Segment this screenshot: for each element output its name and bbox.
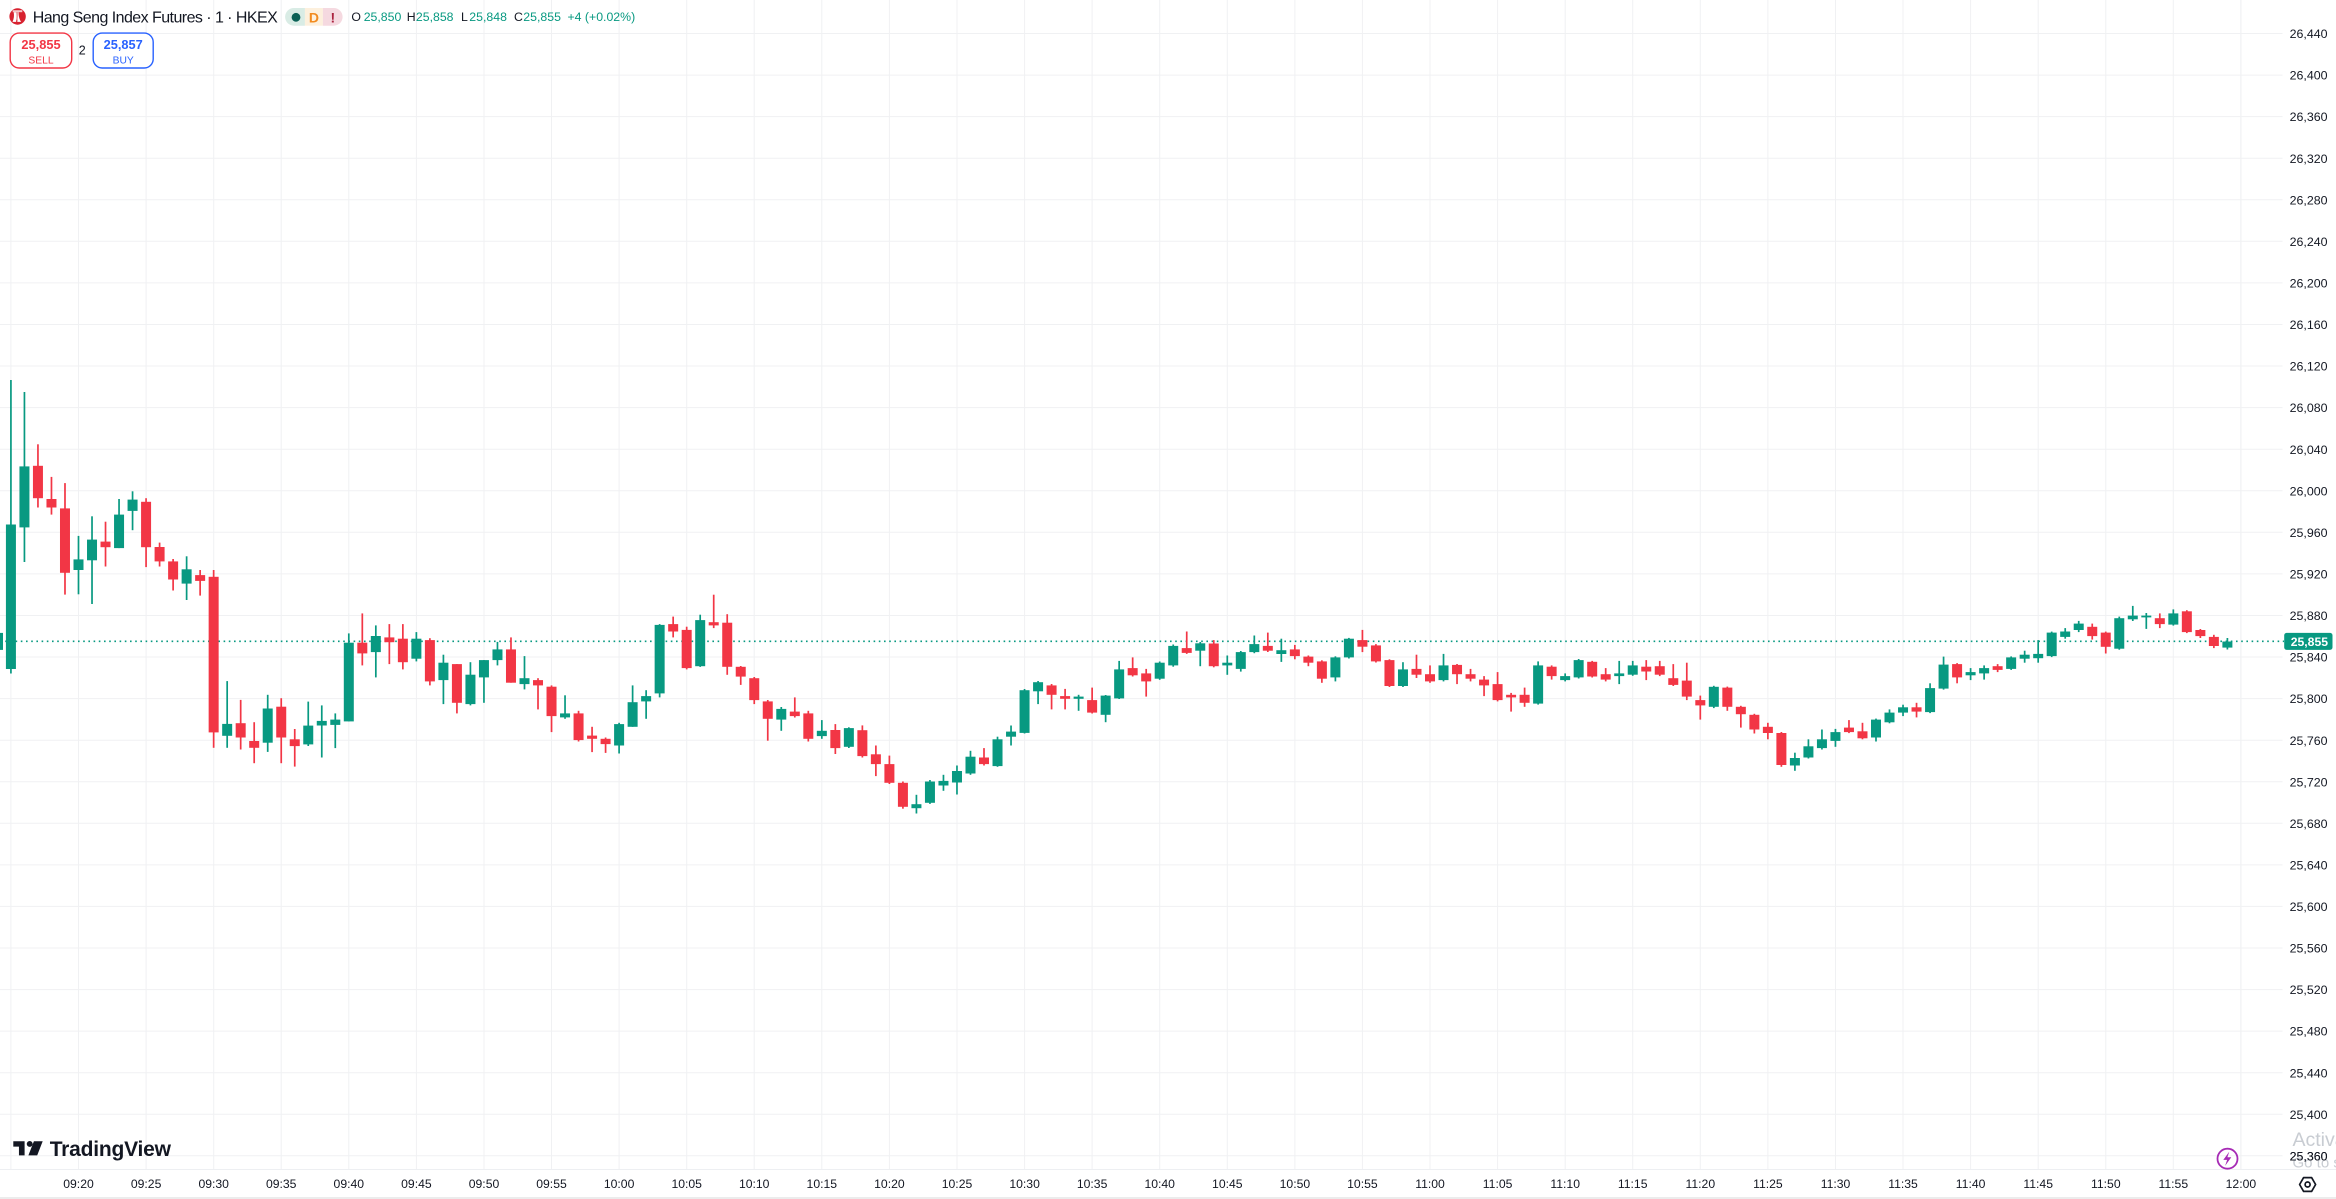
svg-text:26,000: 26,000	[2290, 484, 2328, 498]
svg-text:10:35: 10:35	[1077, 1177, 1108, 1191]
svg-text:25,360: 25,360	[2290, 1149, 2328, 1163]
svg-text:10:00: 10:00	[604, 1177, 635, 1191]
svg-text:Go to set: Go to set	[2293, 1155, 2336, 1172]
svg-text:25,858: 25,858	[416, 10, 454, 24]
svg-text:H: H	[407, 10, 416, 24]
svg-text:+4 (+0.02%): +4 (+0.02%)	[568, 10, 636, 24]
svg-text:11:25: 11:25	[1753, 1177, 1783, 1191]
svg-text:C: C	[514, 10, 523, 24]
svg-text:09:40: 09:40	[334, 1177, 365, 1191]
svg-text:26,360: 26,360	[2290, 110, 2328, 124]
svg-text:12:00: 12:00	[2226, 1177, 2257, 1191]
svg-text:11:10: 11:10	[1550, 1177, 1580, 1191]
svg-text:25,880: 25,880	[2290, 609, 2328, 623]
svg-text:26,120: 26,120	[2290, 360, 2328, 374]
svg-text:09:45: 09:45	[401, 1177, 432, 1191]
svg-text:11:50: 11:50	[2091, 1177, 2121, 1191]
svg-text:09:50: 09:50	[469, 1177, 500, 1191]
svg-text:11:55: 11:55	[2159, 1177, 2189, 1191]
svg-text:25,680: 25,680	[2290, 817, 2328, 831]
svg-text:10:55: 10:55	[1347, 1177, 1378, 1191]
svg-text:2: 2	[79, 44, 86, 58]
svg-text:10:30: 10:30	[1009, 1177, 1040, 1191]
svg-text:!: !	[330, 9, 335, 25]
svg-text:10:40: 10:40	[1144, 1177, 1175, 1191]
svg-text:10:05: 10:05	[671, 1177, 702, 1191]
svg-text:11:30: 11:30	[1821, 1177, 1851, 1191]
svg-text:09:35: 09:35	[266, 1177, 297, 1191]
svg-text:26,040: 26,040	[2290, 443, 2328, 457]
svg-text:25,857: 25,857	[104, 37, 143, 52]
svg-text:26,200: 26,200	[2290, 277, 2328, 291]
svg-text:10:25: 10:25	[942, 1177, 973, 1191]
svg-text:L: L	[461, 10, 468, 24]
svg-text:26,400: 26,400	[2290, 69, 2328, 83]
svg-text:26,240: 26,240	[2290, 235, 2328, 249]
svg-text:25,520: 25,520	[2290, 983, 2328, 997]
svg-text:25,850: 25,850	[364, 10, 402, 24]
svg-text:25,640: 25,640	[2290, 859, 2328, 873]
svg-text:11:20: 11:20	[1686, 1177, 1716, 1191]
svg-text:25,848: 25,848	[469, 10, 507, 24]
svg-text:09:20: 09:20	[63, 1177, 94, 1191]
svg-text:26,160: 26,160	[2290, 318, 2328, 332]
svg-text:10:50: 10:50	[1280, 1177, 1311, 1191]
svg-text:10:15: 10:15	[807, 1177, 838, 1191]
svg-text:25,560: 25,560	[2290, 942, 2328, 956]
svg-text:11:05: 11:05	[1483, 1177, 1513, 1191]
svg-text:BUY: BUY	[113, 55, 134, 66]
svg-text:26,440: 26,440	[2290, 27, 2328, 41]
svg-text:11:40: 11:40	[1956, 1177, 1986, 1191]
svg-text:25,855: 25,855	[2291, 635, 2328, 649]
svg-text:25,480: 25,480	[2290, 1025, 2328, 1039]
svg-text:O: O	[351, 10, 361, 24]
svg-text:25,600: 25,600	[2290, 900, 2328, 914]
svg-text:11:15: 11:15	[1618, 1177, 1648, 1191]
svg-text:10:20: 10:20	[874, 1177, 905, 1191]
svg-text:25,400: 25,400	[2290, 1108, 2328, 1122]
svg-text:25,840: 25,840	[2290, 651, 2328, 665]
svg-text:SELL: SELL	[28, 55, 53, 66]
svg-text:11:45: 11:45	[2023, 1177, 2053, 1191]
svg-text:10:10: 10:10	[739, 1177, 770, 1191]
svg-text:25,855: 25,855	[523, 10, 561, 24]
svg-text:09:55: 09:55	[536, 1177, 567, 1191]
svg-text:11:00: 11:00	[1415, 1177, 1445, 1191]
svg-text:26,080: 26,080	[2290, 401, 2328, 415]
svg-text:25,855: 25,855	[21, 37, 60, 52]
svg-text:26,280: 26,280	[2290, 193, 2328, 207]
svg-text:25,360: 25,360	[2290, 1149, 2328, 1163]
svg-text:10:45: 10:45	[1212, 1177, 1243, 1191]
svg-text:09:25: 09:25	[131, 1177, 162, 1191]
svg-text:25,720: 25,720	[2290, 775, 2328, 789]
svg-text:D: D	[309, 9, 319, 25]
svg-text:11:35: 11:35	[1888, 1177, 1918, 1191]
svg-text:25,800: 25,800	[2290, 692, 2328, 706]
svg-text:25,440: 25,440	[2290, 1066, 2328, 1080]
svg-text:Hang Seng Index Futures · 1 ·: Hang Seng Index Futures · 1 · HKEX	[33, 10, 278, 27]
svg-text:25,960: 25,960	[2290, 526, 2328, 540]
svg-text:TradingView: TradingView	[50, 1138, 172, 1161]
svg-text:25,920: 25,920	[2290, 568, 2328, 582]
svg-text:09:30: 09:30	[198, 1177, 229, 1191]
svg-text:26,320: 26,320	[2290, 152, 2328, 166]
svg-text:Activate: Activate	[2293, 1129, 2336, 1151]
svg-text:25,760: 25,760	[2290, 734, 2328, 748]
